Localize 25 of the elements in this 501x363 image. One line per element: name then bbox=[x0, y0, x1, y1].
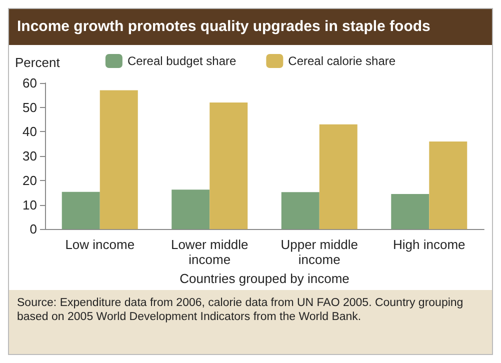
bar bbox=[210, 102, 248, 230]
legend-label: Cereal budget share bbox=[127, 54, 237, 68]
bar bbox=[62, 192, 100, 230]
y-axis-title: Percent bbox=[15, 55, 60, 70]
y-tick-label: 60 bbox=[22, 76, 37, 90]
bar bbox=[429, 141, 468, 230]
y-tick-label: 10 bbox=[22, 197, 37, 212]
chart-title: Income growth promotes quality upgrades in staple foods bbox=[9, 9, 492, 45]
x-tick-label: Lower middle income bbox=[170, 237, 248, 268]
source-note: Source: Expenditure data from 2006, calorie data from UN FAO 2005. Country grouping based on 2005 World Development Indicators from the World Bank. bbox=[9, 290, 492, 354]
bar bbox=[281, 192, 320, 230]
y-tick-label: 0 bbox=[30, 222, 37, 237]
y-tick-label: 40 bbox=[22, 124, 37, 140]
legend-label: Cereal calorie share bbox=[288, 54, 396, 68]
x-tick-label: Upper middle income bbox=[280, 237, 358, 268]
bar bbox=[391, 194, 430, 230]
y-tick-label: 50 bbox=[22, 100, 37, 115]
bar bbox=[172, 190, 210, 230]
x-axis-title: Countries grouped by income bbox=[180, 271, 350, 286]
y-tick-label: 20 bbox=[22, 172, 37, 188]
bar bbox=[100, 90, 138, 230]
x-tick-label: High income bbox=[392, 237, 466, 252]
y-tick-label: 30 bbox=[22, 148, 37, 164]
x-tick-label: Low income bbox=[65, 237, 135, 252]
bar bbox=[319, 124, 358, 230]
